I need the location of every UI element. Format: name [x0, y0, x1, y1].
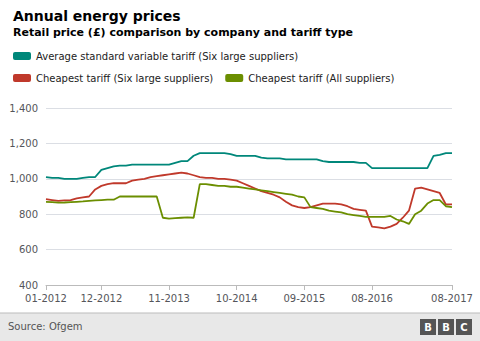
svg-text:09-2015: 09-2015 [283, 293, 325, 304]
svg-text:B: B [442, 322, 450, 333]
svg-text:600: 600 [19, 244, 38, 255]
svg-text:12-2012: 12-2012 [80, 293, 122, 304]
svg-text:10-2014: 10-2014 [216, 293, 258, 304]
svg-text:01-2012: 01-2012 [25, 293, 67, 304]
svg-text:08-2017: 08-2017 [431, 293, 473, 304]
svg-text:Source: Ofgem: Source: Ofgem [8, 321, 83, 332]
svg-text:1,200: 1,200 [9, 138, 38, 149]
svg-text:400: 400 [19, 280, 38, 291]
svg-text:11-2013: 11-2013 [148, 293, 190, 304]
svg-text:1,000: 1,000 [9, 173, 38, 184]
svg-text:Cheapest tariff (All suppliers: Cheapest tariff (All suppliers) [248, 73, 394, 84]
svg-text:B: B [424, 322, 432, 333]
svg-text:Average standard variable tari: Average standard variable tariff (Six la… [36, 51, 298, 62]
svg-text:08-2016: 08-2016 [351, 293, 393, 304]
svg-text:Annual energy prices: Annual energy prices [13, 8, 181, 24]
svg-text:Retail price (£) comparison by: Retail price (£) comparison by company a… [13, 26, 353, 39]
svg-text:1,400: 1,400 [9, 103, 38, 114]
svg-text:800: 800 [19, 209, 38, 220]
svg-text:C: C [460, 322, 467, 333]
svg-text:Cheapest tariff (Six large sup: Cheapest tariff (Six large suppliers) [36, 73, 213, 84]
